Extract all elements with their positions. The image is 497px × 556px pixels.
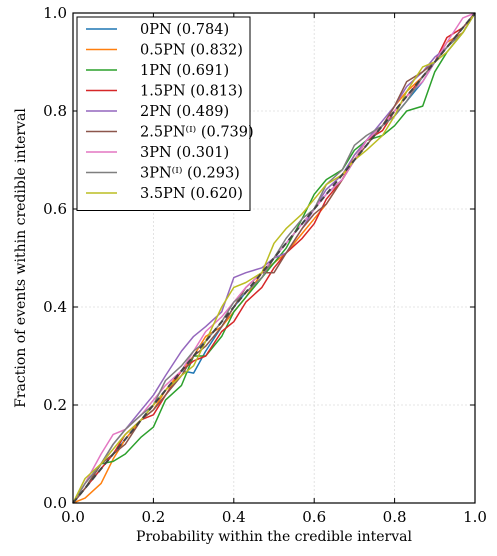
- y-axis-label: Fraction of events within credible inter…: [13, 108, 29, 408]
- legend-label-8: 3.5PN (0.620): [140, 186, 243, 202]
- x-tick-label: 0.4: [222, 508, 246, 526]
- y-tick-label: 1.0: [43, 4, 67, 22]
- legend-label-0: 0PN (0.784): [140, 22, 229, 38]
- x-axis-label: Probability within the credible interval: [136, 529, 412, 545]
- y-tick-label: 0.8: [43, 102, 67, 120]
- axis-ticks: 0.0 0.2 0.4 0.6 0.8 1.0 0.0 0.2 0.4 0.6 0.8 1.0: [43, 4, 487, 526]
- reference-diagonal-line: [72, 12, 476, 504]
- legend-label-6: 3PN (0.301): [140, 145, 229, 161]
- x-tick-label: 0.8: [383, 508, 407, 526]
- y-tick-label: 0.2: [43, 396, 67, 414]
- y-tick-label: 0.6: [43, 200, 67, 218]
- legend: 0PN (0.784) 0.5PN (0.832) 1PN (0.691) 1.5PN…: [76, 16, 254, 211]
- legend-label-1: 0.5PN (0.832): [140, 43, 243, 59]
- legend-label-3: 1.5PN (0.813): [140, 84, 243, 100]
- legend-label-2: 1PN (0.691): [140, 63, 229, 79]
- series-line-2: [72, 12, 476, 504]
- x-tick-label: 0.0: [61, 508, 85, 526]
- series-line-7: [72, 12, 476, 504]
- y-tick-label: 0.0: [43, 494, 67, 512]
- x-tick-label: 0.6: [302, 508, 326, 526]
- y-tick-label: 0.4: [43, 298, 67, 316]
- x-tick-label: 1.0: [463, 508, 487, 526]
- series-layer: [72, 12, 476, 504]
- x-tick-label: 0.2: [141, 508, 165, 526]
- series-line-8: [72, 12, 476, 504]
- plot-frame: [72, 12, 476, 504]
- legend-label-4: 2PN (0.489): [140, 104, 229, 120]
- legend-label-5: 2.5PN⁽ᴵ⁾ (0.739): [140, 125, 254, 141]
- legend-label-7: 3PN⁽ᴵ⁾ (0.293): [140, 166, 240, 182]
